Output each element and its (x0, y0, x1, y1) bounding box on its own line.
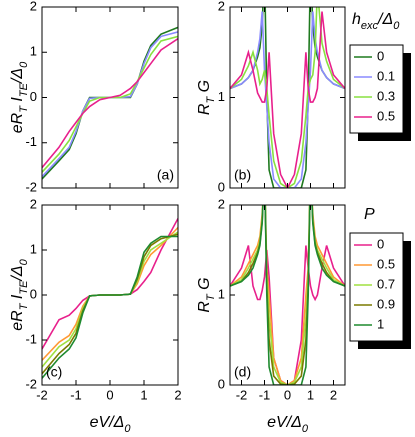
y-axis-label-part: TE (18, 280, 30, 295)
panel-label: (a) (157, 167, 174, 183)
y-axis-label-part: /Δ (9, 68, 26, 84)
y-tick-label: -2 (25, 376, 37, 391)
x-axis-label-part: eV/Δ (90, 414, 125, 431)
x-tick-label: -1 (259, 387, 271, 402)
plot-frame (229, 204, 346, 386)
x-axis-label: eV/Δ0 (90, 414, 132, 435)
curve (230, 205, 345, 385)
y-axis-label-part: T (18, 302, 30, 310)
x-axis-label: eV/Δ0 (267, 414, 309, 435)
curve (230, 7, 345, 188)
x-axis-label-part: 0 (302, 423, 309, 435)
x-tick-label: -1 (70, 387, 82, 402)
legend-label: 0 (377, 48, 384, 63)
x-axis-label-part: eV/Δ (267, 414, 302, 431)
legend-label: 1 (377, 316, 384, 331)
legend-title: P (364, 206, 375, 223)
legend-title-part: /Δ (377, 11, 393, 28)
y-tick-label: 2 (30, 0, 37, 13)
y-tick-label: 2 (30, 196, 37, 211)
y-axis-label-part: G (196, 277, 213, 294)
legend-label: 0.3 (377, 88, 395, 103)
y-tick-label: 1 (218, 89, 225, 104)
panel-label: (d) (234, 364, 251, 380)
curve (42, 231, 178, 368)
y-axis-label-part: G (196, 80, 213, 97)
y-axis-label-part: T (205, 96, 217, 104)
curve (42, 233, 178, 375)
x-tick-label: 2 (330, 387, 337, 402)
x-tick-label: 1 (307, 387, 314, 402)
legend-label: 0.5 (377, 256, 395, 271)
curve (42, 26, 178, 180)
x-tick-label: 1 (140, 387, 147, 402)
y-tick-label: -1 (25, 331, 37, 346)
y-axis-label-part: TE (18, 82, 30, 97)
legend-title-part: 0 (393, 20, 400, 32)
y-tick-label: 1 (30, 44, 37, 59)
y-axis-label-part: I (9, 294, 26, 303)
curve (42, 235, 178, 379)
legend-box (349, 44, 404, 134)
y-axis-label: eRT ITE/Δ0 (9, 61, 30, 133)
legend-label: 0 (377, 236, 384, 251)
x-axis-label-part: 0 (124, 423, 131, 435)
curve (230, 11, 345, 188)
y-axis-label: eRT ITE/Δ0 (9, 258, 30, 330)
legend-box (349, 232, 404, 342)
plot-area (42, 26, 178, 180)
x-tick-label: -2 (36, 387, 48, 402)
panel-label: (b) (234, 167, 251, 183)
y-axis-label-part: 0 (18, 61, 30, 68)
curve (230, 11, 345, 188)
legend-title-part: exc (361, 20, 379, 32)
legend-title-part: P (364, 206, 375, 223)
curve (42, 226, 178, 361)
y-axis-label-part: eR (9, 112, 26, 133)
plot-area (42, 218, 178, 379)
x-tick-label: -2 (236, 387, 248, 402)
y-axis-label-part: R (196, 301, 213, 313)
y-axis-label-part: T (205, 293, 217, 301)
y-tick-label: 0 (30, 286, 37, 301)
y-axis-label-part: eR (9, 310, 26, 331)
panel-label: (c) (46, 364, 62, 380)
legend-label: 0.9 (377, 296, 395, 311)
y-axis-label-part: /Δ (9, 265, 26, 281)
curve (42, 38, 178, 169)
curve (230, 205, 345, 385)
legend-title: hexc/Δ0 (352, 11, 400, 32)
y-axis-label: RT G (196, 277, 217, 312)
y-tick-label: -1 (25, 134, 37, 149)
y-tick-label: -2 (25, 179, 37, 194)
curve (230, 7, 345, 188)
legend-label: 0.1 (377, 68, 395, 83)
y-tick-label: 0 (218, 179, 225, 194)
legend-title-part: h (352, 11, 361, 28)
y-tick-label: 1 (218, 286, 225, 301)
y-axis-label-part: I (9, 97, 26, 106)
y-tick-label: 2 (218, 196, 225, 211)
plot-area (230, 205, 345, 385)
plot-frame (229, 6, 346, 189)
y-tick-label: 0 (218, 376, 225, 391)
y-tick-label: 1 (30, 241, 37, 256)
y-tick-label: 0 (30, 89, 37, 104)
y-axis-label-part: 0 (18, 258, 30, 265)
x-tick-label: 2 (174, 387, 181, 402)
y-axis-label-part: R (196, 103, 213, 115)
x-tick-label: 0 (284, 387, 291, 402)
y-axis-label-part: T (18, 105, 30, 113)
y-tick-label: 2 (218, 0, 225, 13)
plot-area (230, 7, 345, 188)
y-axis-label: RT G (196, 80, 217, 115)
x-tick-label: 0 (106, 387, 113, 402)
curve (42, 35, 178, 173)
legend-label: 0.5 (377, 108, 395, 123)
curve (230, 245, 345, 385)
legend-label: 0.7 (377, 276, 395, 291)
